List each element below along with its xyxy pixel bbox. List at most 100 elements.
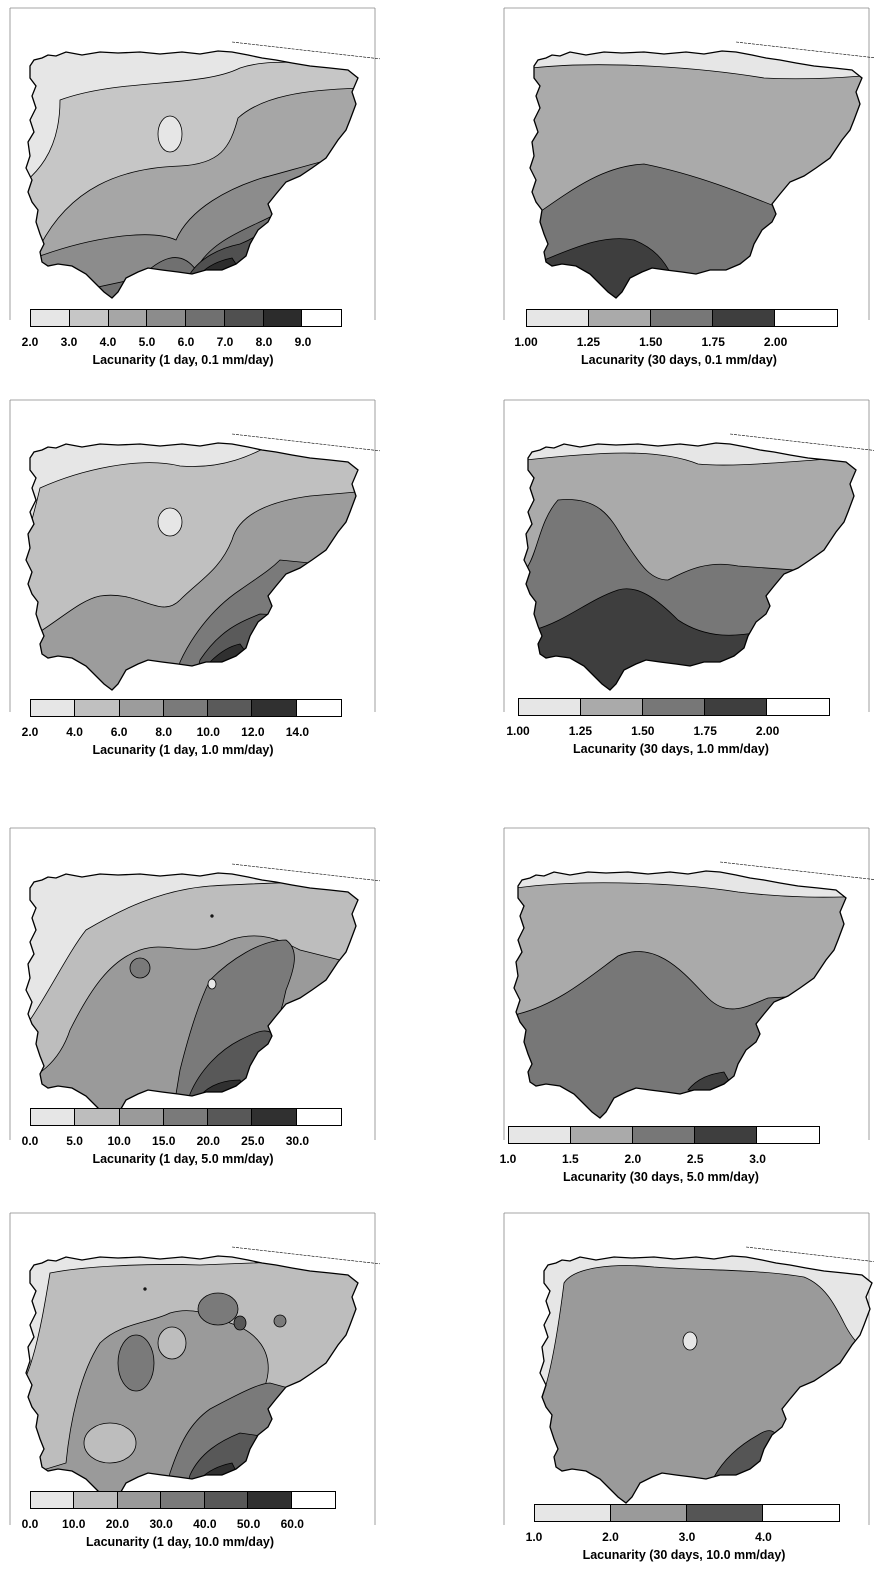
legend-tick-label: 1.00	[514, 335, 538, 349]
map-frame	[503, 827, 870, 1140]
legend-tick-label: 1.5	[562, 1152, 579, 1166]
legend-swatch	[643, 699, 705, 715]
legend-swatch	[186, 310, 225, 326]
legend-swatch	[296, 700, 341, 716]
contour-spot-1	[117, 1334, 155, 1392]
legend-tick-label: 1.75	[693, 724, 717, 738]
legend-swatch	[263, 310, 303, 326]
legend-tick-labels: 0.0 5.0 10.0 15.0 20.0 25.0 30.0	[0, 1134, 380, 1150]
contour-spot-5	[273, 1314, 287, 1328]
iberia-contour-map	[9, 399, 380, 712]
iberia-contour-map	[503, 7, 874, 320]
legend-tick-label: 30.0	[149, 1517, 173, 1531]
contour-spot-7	[143, 1287, 147, 1291]
legend-tick-labels: 2.0 4.0 6.0 8.0 10.0 12.0 14.0	[0, 725, 380, 741]
legend-tick-labels: 1.00 1.25 1.50 1.75 2.00	[494, 724, 874, 740]
color-legend	[534, 1504, 840, 1522]
legend-tick-label: 2.5	[686, 1152, 704, 1166]
legend-tick-label: 3.0	[678, 1530, 696, 1544]
iberia-contour-map	[9, 7, 380, 320]
legend-tick-label: 6.0	[110, 725, 128, 739]
legend-tick-label: 0.0	[21, 1517, 39, 1531]
legend-tick-label: 8.0	[155, 725, 173, 739]
map-caption: Lacunarity (1 day, 5.0 mm/day)	[92, 1152, 274, 1166]
color-legend	[508, 1126, 820, 1144]
color-legend	[30, 309, 342, 327]
legend-tick-label: 10.0	[62, 1517, 86, 1531]
legend-swatch	[248, 1492, 292, 1508]
legend-tick-label: 40.0	[193, 1517, 217, 1531]
legend-tick-label: 15.0	[152, 1134, 176, 1148]
legend-tick-label: 3.0	[749, 1152, 766, 1166]
coastline	[25, 1255, 359, 1504]
border-line	[745, 1246, 874, 1262]
map-panel-1day-10.0mm: 0.0 10.0 20.0 30.0 40.0 50.0 60.0 Lacunarity (1…	[0, 1205, 380, 1590]
map-caption: Lacunarity (30 days, 1.0 mm/day)	[573, 742, 769, 756]
legend-tick-label: 10.0	[107, 1134, 131, 1148]
legend-swatch	[705, 699, 767, 715]
legend-swatch	[31, 1492, 75, 1508]
contour-spot-1	[157, 115, 183, 153]
legend-tick-label: 14.0	[285, 725, 310, 739]
legend-tick-label: 1.0	[499, 1152, 517, 1166]
legend-tick-label: 2.0	[21, 725, 39, 739]
legend-swatch	[163, 700, 209, 716]
border-line	[231, 1246, 380, 1265]
color-legend	[30, 699, 342, 717]
legend-swatch	[633, 1127, 695, 1143]
legend-swatch	[224, 310, 264, 326]
legend-swatch	[519, 699, 581, 715]
color-legend	[526, 309, 838, 327]
contour-spot-1	[157, 507, 183, 537]
contour-spot-3	[197, 1292, 239, 1326]
map-frame	[503, 1212, 870, 1525]
map-caption: Lacunarity (1 day, 1.0 mm/day)	[92, 743, 274, 757]
legend-tick-label: 1.75	[701, 335, 725, 349]
legend-tick-label: 20.0	[105, 1517, 130, 1531]
legend-swatch	[117, 1492, 162, 1508]
contour-spot-3	[210, 914, 214, 918]
legend-swatch	[763, 1505, 839, 1521]
legend-swatch	[147, 310, 186, 326]
legend-swatch	[589, 310, 651, 326]
border-line	[231, 41, 380, 60]
legend-tick-label: 1.50	[639, 335, 663, 349]
map-frame	[503, 399, 870, 712]
legend-tick-label: 10.0	[196, 725, 220, 739]
border-line	[231, 863, 380, 882]
legend-swatch	[757, 1127, 819, 1143]
legend-tick-label: 20.0	[196, 1134, 220, 1148]
legend-tick-label: 8.0	[255, 335, 273, 349]
legend-tick-label: 2.0	[21, 335, 39, 349]
legend-swatch	[296, 1109, 341, 1125]
legend-tick-label: 2.0	[602, 1530, 619, 1544]
legend-swatch	[119, 1109, 164, 1125]
border-line	[719, 861, 874, 880]
legend-tick-label: 9.0	[294, 335, 312, 349]
legend-swatch	[74, 1492, 118, 1508]
legend-tick-label: 2.0	[624, 1152, 642, 1166]
legend-swatch	[119, 700, 164, 716]
color-legend	[30, 1491, 336, 1509]
legend-tick-labels: 1.0 2.0 3.0 4.0	[494, 1530, 874, 1546]
legend-swatch	[31, 700, 76, 716]
map-panel-1day-5.0mm: 0.0 5.0 10.0 15.0 20.0 25.0 30.0 Lacunarity (1 …	[0, 820, 380, 1205]
legend-swatch	[695, 1127, 757, 1143]
map-caption: Lacunarity (30 days, 5.0 mm/day)	[563, 1170, 759, 1184]
map-panel-30days-10.0mm: 1.0 2.0 3.0 4.0 Lacunarity (30 days, 10.0 mm…	[494, 1205, 874, 1590]
coastline	[539, 1255, 873, 1504]
legend-swatch	[75, 1109, 120, 1125]
legend-swatch	[31, 310, 70, 326]
legend-tick-label: 2.00	[763, 335, 788, 349]
contour-spot-6	[83, 1422, 137, 1464]
map-frame	[9, 827, 376, 1140]
map-frame	[503, 7, 870, 320]
iberia-contour-map	[9, 827, 380, 1140]
coastline	[513, 870, 847, 1119]
legend-swatch	[291, 1492, 335, 1508]
legend-swatch	[208, 1109, 253, 1125]
legend-swatch	[108, 310, 148, 326]
iberia-contour-map	[503, 399, 874, 712]
legend-swatch	[75, 700, 120, 716]
legend-tick-label: 30.0	[285, 1134, 310, 1148]
